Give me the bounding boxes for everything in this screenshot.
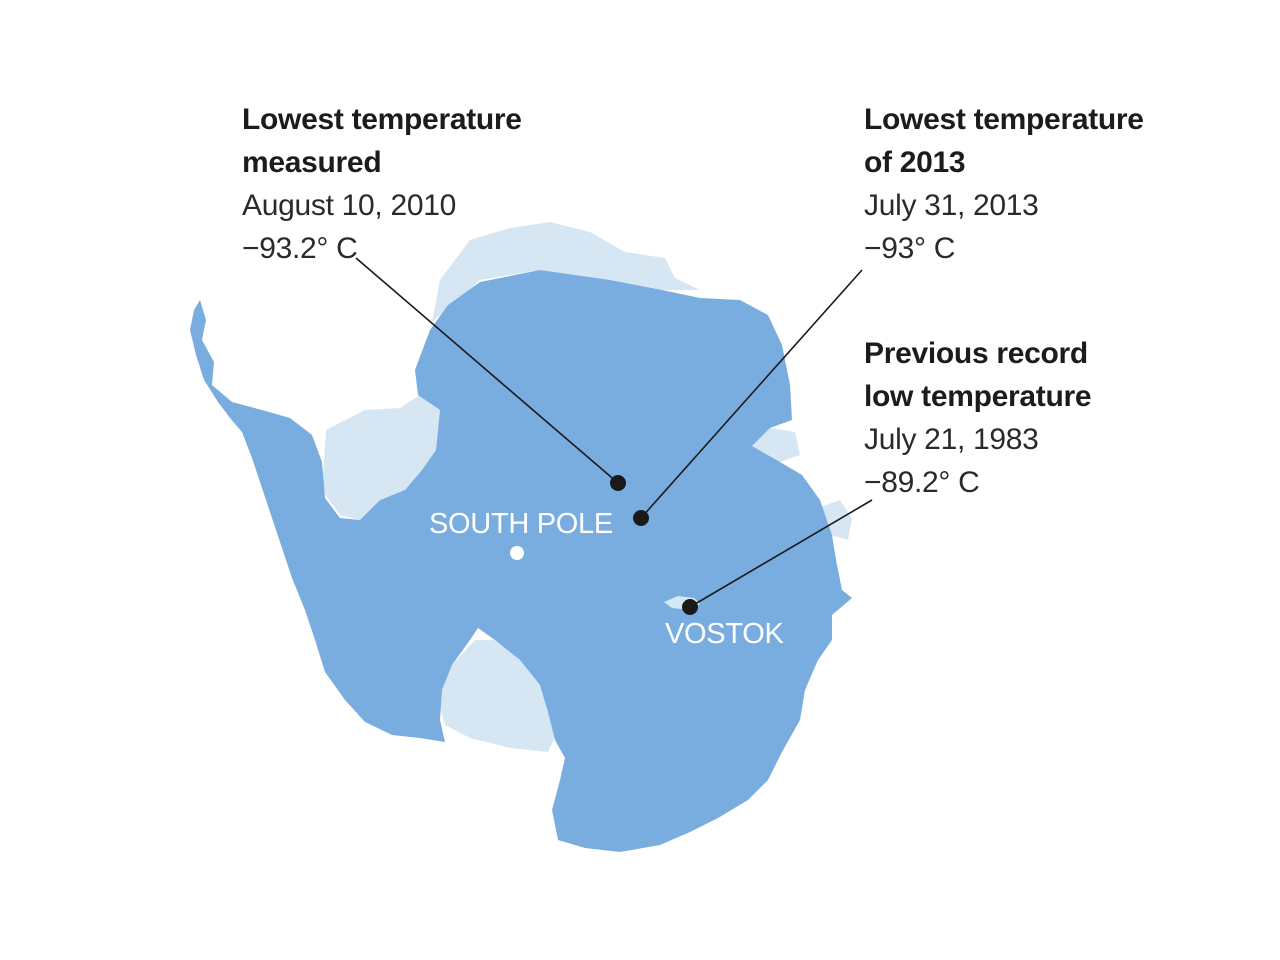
annotation-title-line1: Lowest temperature (242, 103, 522, 136)
south-pole-label: SOUTH POLE (429, 508, 613, 540)
annotation-date: July 21, 1983 (864, 423, 1039, 456)
leader-line-lowest-2013 (640, 269, 863, 519)
annotation-title-line2: measured (242, 146, 382, 179)
leader-line-lowest-measured (355, 257, 619, 484)
annotation-temperature: −93° C (864, 232, 956, 265)
annotation-title-line1: Lowest temperature (864, 103, 1144, 136)
marker-vostok (682, 599, 698, 615)
annotation-title-line1: Previous record (864, 337, 1088, 370)
marker-lowest-measured (610, 475, 626, 491)
annotation-title-line2: low temperature (864, 380, 1092, 413)
annotation-title-line2: of 2013 (864, 146, 966, 179)
ice-shelf-amery (752, 428, 800, 462)
leader-line-previous-record (689, 499, 873, 608)
vostok-label: VOSTOK (665, 618, 784, 650)
ice-shelf-east (818, 500, 852, 540)
annotation-date: August 10, 2010 (242, 189, 457, 222)
ice-shelf-top (432, 222, 700, 322)
marker-lowest-2013 (633, 510, 649, 526)
annotation-lowest-2013: Lowest temperature of 2013 July 31, 2013… (864, 98, 1144, 270)
antarctic-continent (190, 270, 852, 852)
marker-south-pole (510, 546, 524, 560)
annotation-temperature: −93.2° C (242, 232, 358, 265)
annotation-temperature: −89.2° C (864, 466, 980, 499)
ross-shelf-inlet (386, 412, 414, 452)
annotation-date: July 31, 2013 (864, 189, 1039, 222)
annotation-lowest-measured: Lowest temperature measured August 10, 2… (242, 98, 522, 270)
annotation-previous-record: Previous record low temperature July 21,… (864, 332, 1092, 504)
